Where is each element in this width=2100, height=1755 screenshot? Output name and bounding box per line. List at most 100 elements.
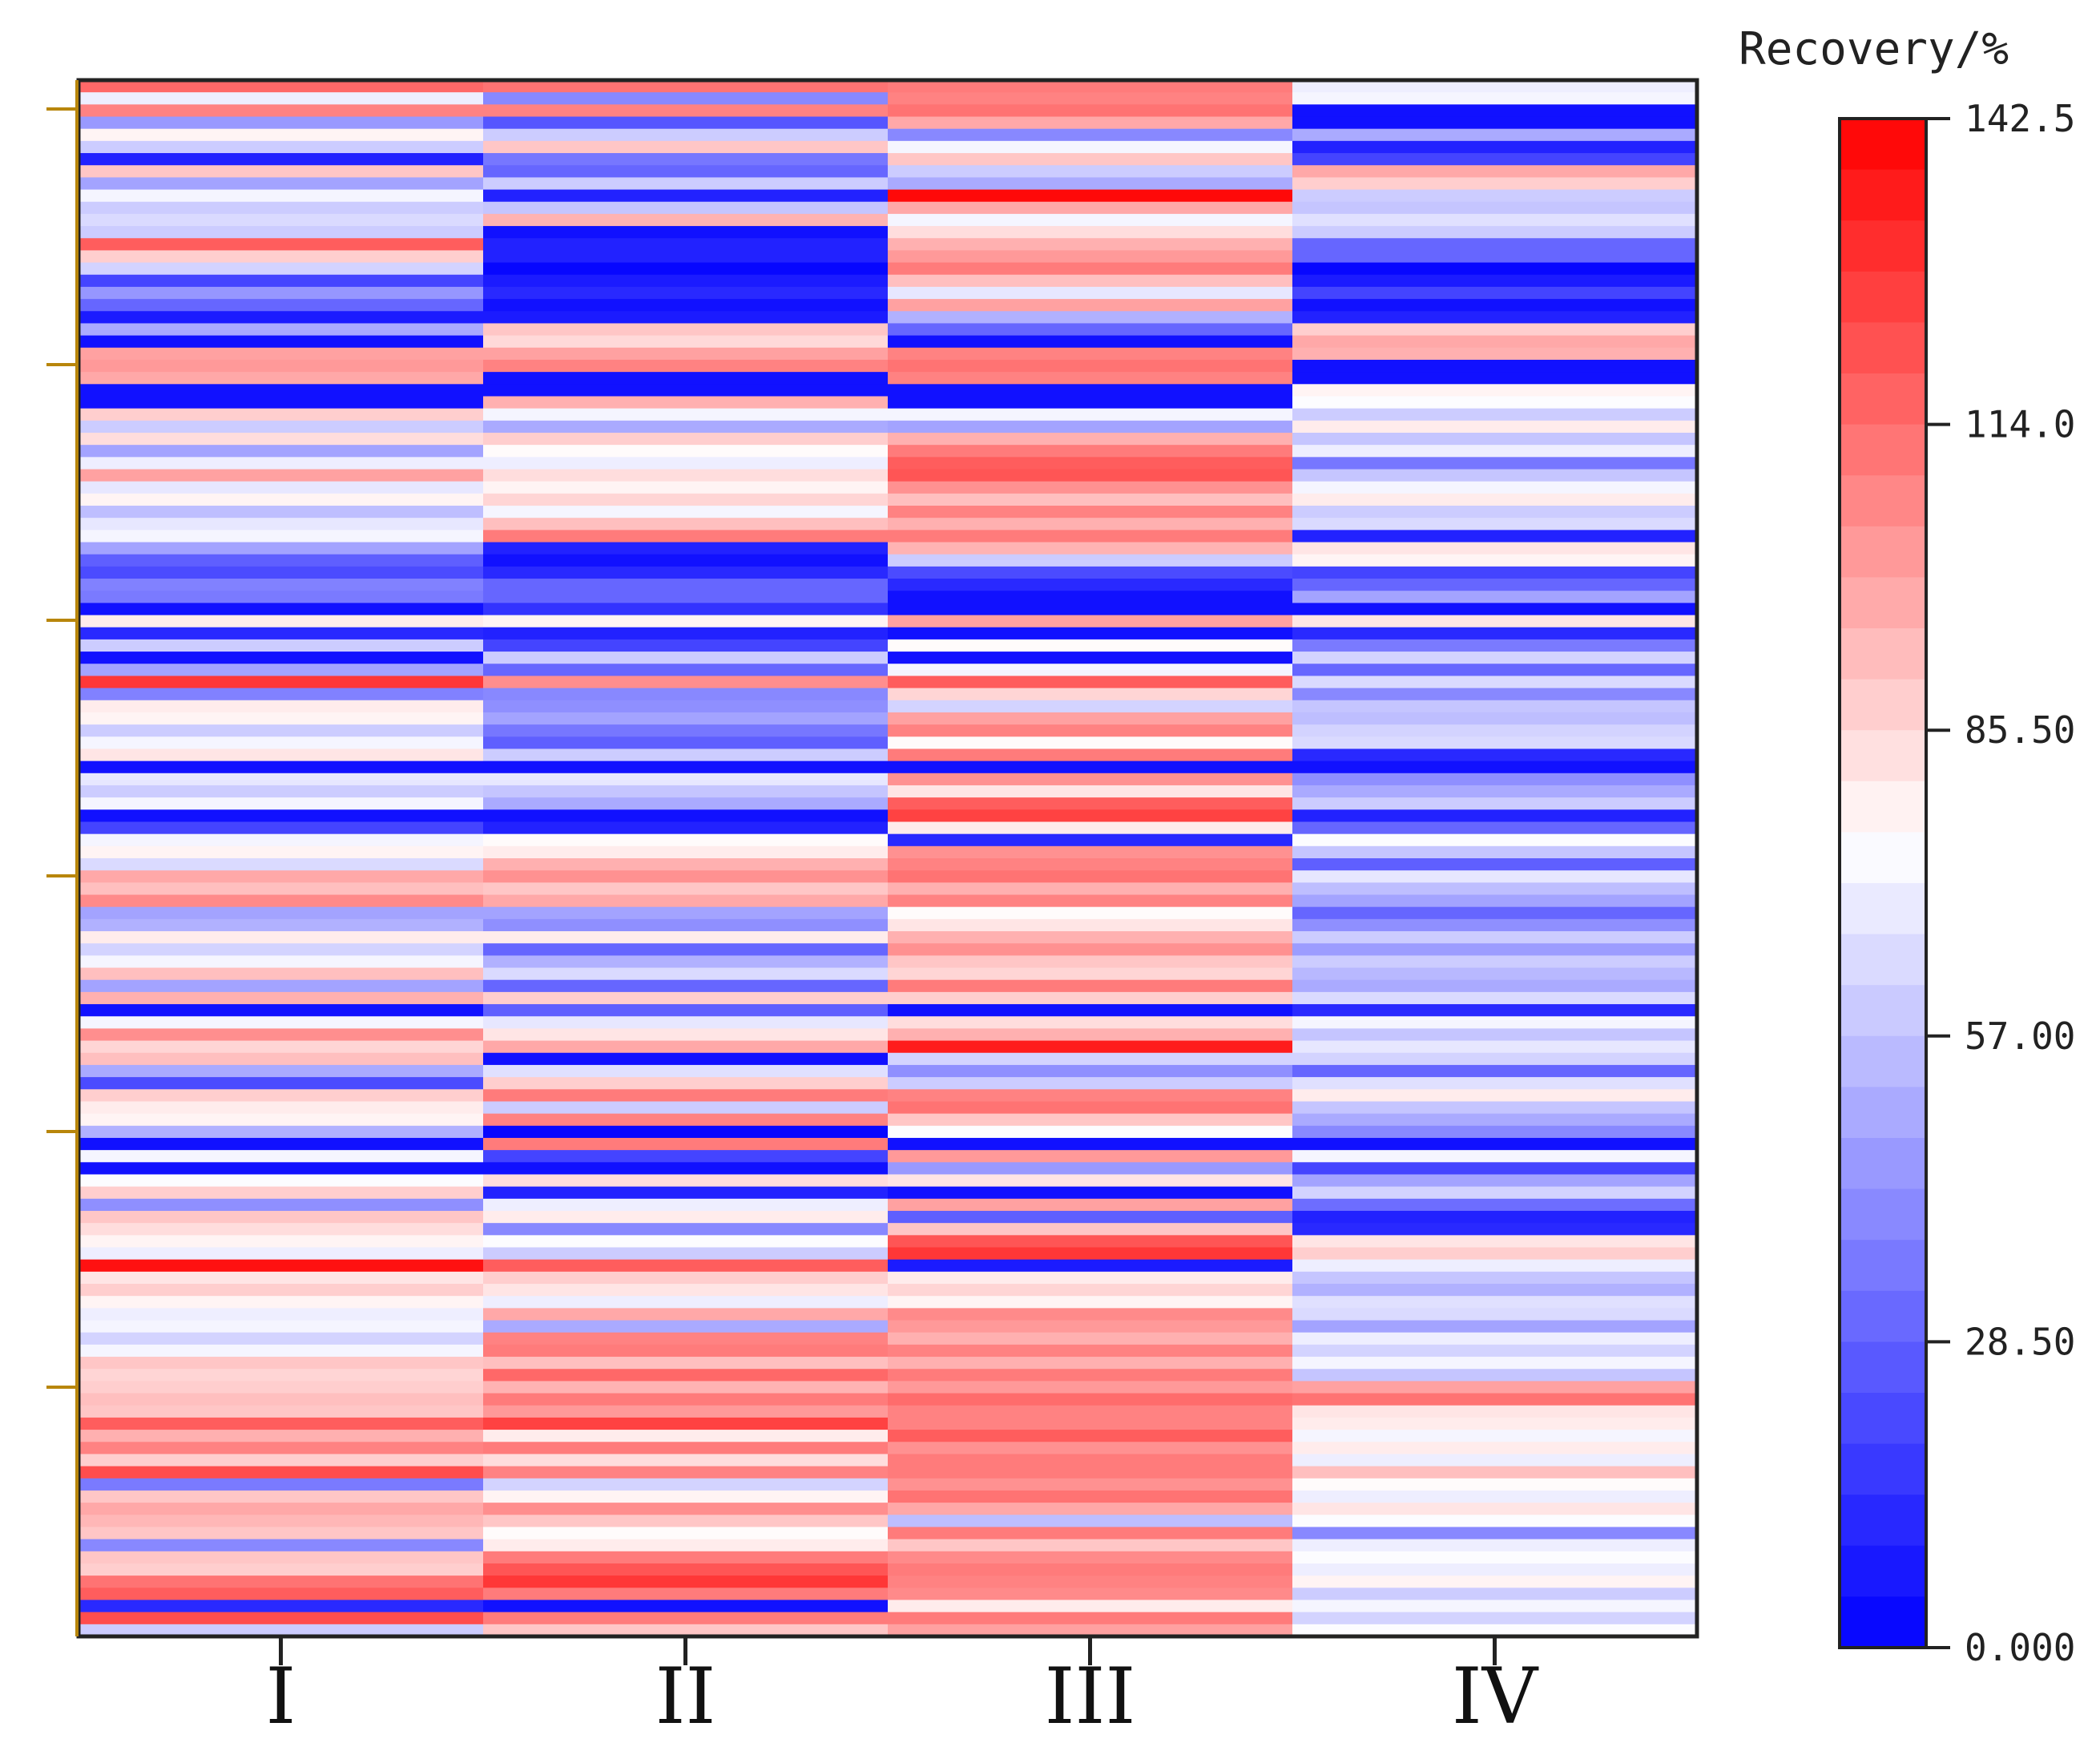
heatmap-cell xyxy=(888,797,1293,810)
heatmap-cell xyxy=(483,1479,889,1491)
heatmap-cell xyxy=(888,275,1293,288)
heatmap-cell xyxy=(79,1126,484,1139)
heatmap-cell xyxy=(888,688,1293,701)
heatmap-cell xyxy=(888,1563,1293,1576)
heatmap-cell xyxy=(79,409,484,422)
heatmap-cell xyxy=(79,1527,484,1539)
heatmap-chart: I II III IV Recovery/% 0.00028.5057.0085.50… xyxy=(0,0,2100,1755)
heatmap-cell xyxy=(79,323,484,336)
heatmap-cell xyxy=(483,360,889,373)
colorbar-band xyxy=(1840,322,1926,373)
heatmap-cell xyxy=(1292,1369,1698,1382)
heatmap-cell xyxy=(79,190,484,203)
heatmap-cells xyxy=(79,80,1698,1637)
colorbar-title: Recovery/% xyxy=(1739,23,2009,75)
heatmap-cell xyxy=(483,1442,889,1454)
heatmap-cell xyxy=(483,1041,889,1054)
heatmap-cell xyxy=(888,226,1293,239)
heatmap-cell xyxy=(483,591,889,603)
heatmap-cell xyxy=(888,1211,1293,1224)
heatmap-cell xyxy=(79,1162,484,1175)
colorbar-band xyxy=(1840,1240,1926,1291)
heatmap-cell xyxy=(483,1138,889,1151)
heatmap-cell xyxy=(1292,882,1698,895)
heatmap-cell xyxy=(79,1174,484,1187)
heatmap-cell xyxy=(1292,202,1698,215)
heatmap-cell xyxy=(888,1333,1293,1346)
heatmap-cell xyxy=(888,1503,1293,1515)
heatmap-cell xyxy=(79,1260,484,1273)
heatmap-cell xyxy=(483,421,889,434)
heatmap-cell xyxy=(888,1381,1293,1394)
heatmap-cell xyxy=(79,688,484,701)
colorbar-band xyxy=(1840,1393,1926,1444)
heatmap-cell xyxy=(1292,858,1698,871)
heatmap-cell xyxy=(483,323,889,336)
heatmap-cell xyxy=(483,724,889,737)
heatmap-cell xyxy=(79,724,484,737)
heatmap-cell xyxy=(79,1150,484,1163)
heatmap-cell xyxy=(888,1101,1293,1114)
heatmap-cell xyxy=(1292,652,1698,664)
heatmap-cell xyxy=(1292,1454,1698,1467)
x-tick-label: II xyxy=(655,1652,716,1741)
heatmap-cell xyxy=(1292,287,1698,300)
heatmap-cell xyxy=(483,104,889,117)
heatmap-cell xyxy=(483,1248,889,1261)
heatmap-cell xyxy=(1292,1575,1698,1588)
colorbar-band xyxy=(1840,119,1926,170)
colorbar-band xyxy=(1840,985,1926,1036)
heatmap-cell xyxy=(888,1600,1293,1612)
heatmap-cell xyxy=(888,1467,1293,1479)
heatmap-cell xyxy=(79,1248,484,1261)
heatmap-cell xyxy=(888,518,1293,531)
heatmap-cell xyxy=(79,1563,484,1576)
heatmap-cell xyxy=(888,980,1293,993)
heatmap-cell xyxy=(79,652,484,664)
heatmap-cell xyxy=(888,1345,1293,1358)
heatmap-cell xyxy=(1292,846,1698,859)
heatmap-cell xyxy=(483,1077,889,1090)
heatmap-cell xyxy=(483,1089,889,1102)
heatmap-cell xyxy=(1292,384,1698,397)
heatmap-cell xyxy=(1292,396,1698,409)
heatmap-cell xyxy=(888,1162,1293,1175)
heatmap-cell xyxy=(79,907,484,920)
heatmap-cell xyxy=(483,190,889,203)
heatmap-cell xyxy=(888,821,1293,834)
heatmap-cell xyxy=(1292,299,1698,312)
heatmap-cell xyxy=(888,336,1293,349)
heatmap-cell xyxy=(483,165,889,178)
heatmap-cell xyxy=(79,797,484,810)
colorbar-band xyxy=(1840,781,1926,833)
colorbar-band xyxy=(1840,373,1926,425)
heatmap-cell xyxy=(483,1600,889,1612)
heatmap-cell xyxy=(888,202,1293,215)
heatmap-cell xyxy=(79,858,484,871)
heatmap-cell xyxy=(1292,1467,1698,1479)
heatmap-cell xyxy=(888,470,1293,482)
heatmap-cell xyxy=(483,202,889,215)
heatmap-cell xyxy=(79,1551,484,1564)
heatmap-cell xyxy=(483,1394,889,1406)
x-tick-label: I xyxy=(266,1652,296,1741)
heatmap-cell xyxy=(483,1430,889,1442)
x-axis-labels: I II III IV xyxy=(266,1652,1539,1741)
heatmap-cell xyxy=(1292,1539,1698,1552)
heatmap-cell xyxy=(483,311,889,324)
heatmap-cell xyxy=(79,591,484,603)
heatmap-cell xyxy=(483,1321,889,1333)
heatmap-cell xyxy=(1292,639,1698,652)
heatmap-cell xyxy=(1292,1479,1698,1491)
heatmap-cell xyxy=(483,1065,889,1078)
heatmap-cell xyxy=(1292,1600,1698,1612)
heatmap-cell xyxy=(79,882,484,895)
heatmap-cell xyxy=(483,1418,889,1430)
heatmap-cell xyxy=(1292,968,1698,981)
heatmap-cell xyxy=(79,1089,484,1102)
heatmap-cell xyxy=(483,482,889,494)
heatmap-cell xyxy=(483,1053,889,1066)
heatmap-cell xyxy=(888,919,1293,932)
heatmap-cell xyxy=(1292,360,1698,373)
heatmap-cell xyxy=(79,457,484,470)
